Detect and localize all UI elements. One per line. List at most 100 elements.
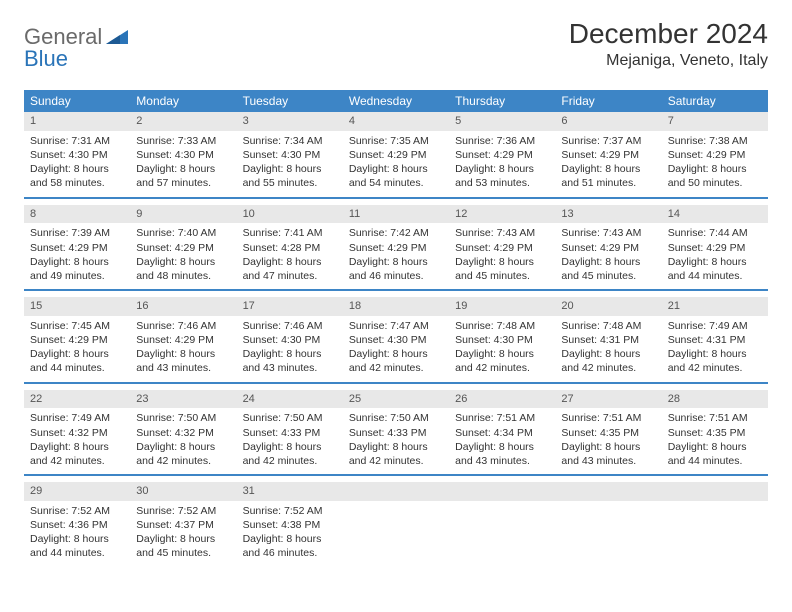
day-number: 30 <box>130 482 236 501</box>
sunrise-text: Sunrise: 7:52 AM <box>243 504 337 518</box>
day-number: 17 <box>237 297 343 316</box>
daylight-text: Daylight: 8 hours and 54 minutes. <box>349 162 443 190</box>
sunset-text: Sunset: 4:29 PM <box>455 148 549 162</box>
day-content: Sunrise: 7:40 AMSunset: 4:29 PMDaylight:… <box>130 223 236 289</box>
day-cell: 20Sunrise: 7:48 AMSunset: 4:31 PMDayligh… <box>555 297 661 382</box>
daylight-text: Daylight: 8 hours and 45 minutes. <box>455 255 549 283</box>
sunset-text: Sunset: 4:30 PM <box>30 148 124 162</box>
daylight-text: Daylight: 8 hours and 42 minutes. <box>455 347 549 375</box>
sunrise-text: Sunrise: 7:50 AM <box>243 411 337 425</box>
sunrise-text: Sunrise: 7:36 AM <box>455 134 549 148</box>
day-content: Sunrise: 7:46 AMSunset: 4:29 PMDaylight:… <box>130 316 236 382</box>
day-content: Sunrise: 7:38 AMSunset: 4:29 PMDaylight:… <box>662 131 768 197</box>
weekday-header-cell: Saturday <box>662 90 768 112</box>
calendar-week: 1Sunrise: 7:31 AMSunset: 4:30 PMDaylight… <box>24 112 768 199</box>
sunset-text: Sunset: 4:38 PM <box>243 518 337 532</box>
sunrise-text: Sunrise: 7:49 AM <box>668 319 762 333</box>
day-content: Sunrise: 7:51 AMSunset: 4:35 PMDaylight:… <box>555 408 661 474</box>
title-block: December 2024 Mejaniga, Veneto, Italy <box>569 18 768 70</box>
calendar-week: 22Sunrise: 7:49 AMSunset: 4:32 PMDayligh… <box>24 390 768 477</box>
day-number: 2 <box>130 112 236 131</box>
sunset-text: Sunset: 4:35 PM <box>561 426 655 440</box>
day-number <box>343 482 449 501</box>
sunset-text: Sunset: 4:29 PM <box>136 241 230 255</box>
sunset-text: Sunset: 4:29 PM <box>136 333 230 347</box>
day-number <box>662 482 768 501</box>
day-number: 18 <box>343 297 449 316</box>
day-cell: 6Sunrise: 7:37 AMSunset: 4:29 PMDaylight… <box>555 112 661 197</box>
day-cell: 28Sunrise: 7:51 AMSunset: 4:35 PMDayligh… <box>662 390 768 475</box>
day-number: 9 <box>130 205 236 224</box>
weekday-header-cell: Wednesday <box>343 90 449 112</box>
day-content: Sunrise: 7:51 AMSunset: 4:34 PMDaylight:… <box>449 408 555 474</box>
daylight-text: Daylight: 8 hours and 42 minutes. <box>349 347 443 375</box>
sunset-text: Sunset: 4:29 PM <box>561 241 655 255</box>
day-cell: 26Sunrise: 7:51 AMSunset: 4:34 PMDayligh… <box>449 390 555 475</box>
weekday-header-cell: Monday <box>130 90 236 112</box>
sunrise-text: Sunrise: 7:51 AM <box>668 411 762 425</box>
sunset-text: Sunset: 4:29 PM <box>30 333 124 347</box>
sunrise-text: Sunrise: 7:51 AM <box>455 411 549 425</box>
sunset-text: Sunset: 4:29 PM <box>30 241 124 255</box>
day-cell: 16Sunrise: 7:46 AMSunset: 4:29 PMDayligh… <box>130 297 236 382</box>
day-number: 7 <box>662 112 768 131</box>
day-cell: 17Sunrise: 7:46 AMSunset: 4:30 PMDayligh… <box>237 297 343 382</box>
day-cell <box>555 482 661 567</box>
daylight-text: Daylight: 8 hours and 46 minutes. <box>243 532 337 560</box>
day-cell: 29Sunrise: 7:52 AMSunset: 4:36 PMDayligh… <box>24 482 130 567</box>
sunrise-text: Sunrise: 7:35 AM <box>349 134 443 148</box>
day-number <box>555 482 661 501</box>
daylight-text: Daylight: 8 hours and 43 minutes. <box>243 347 337 375</box>
sunrise-text: Sunrise: 7:38 AM <box>668 134 762 148</box>
calendar-weeks: 1Sunrise: 7:31 AMSunset: 4:30 PMDaylight… <box>24 112 768 573</box>
daylight-text: Daylight: 8 hours and 47 minutes. <box>243 255 337 283</box>
sunset-text: Sunset: 4:30 PM <box>243 148 337 162</box>
daylight-text: Daylight: 8 hours and 44 minutes. <box>30 532 124 560</box>
day-cell: 24Sunrise: 7:50 AMSunset: 4:33 PMDayligh… <box>237 390 343 475</box>
day-cell: 9Sunrise: 7:40 AMSunset: 4:29 PMDaylight… <box>130 205 236 290</box>
sunrise-text: Sunrise: 7:52 AM <box>30 504 124 518</box>
daylight-text: Daylight: 8 hours and 42 minutes. <box>561 347 655 375</box>
logo-word-2: Blue <box>24 46 68 71</box>
sunset-text: Sunset: 4:29 PM <box>561 148 655 162</box>
month-title: December 2024 <box>569 18 768 50</box>
day-number: 28 <box>662 390 768 409</box>
daylight-text: Daylight: 8 hours and 43 minutes. <box>561 440 655 468</box>
day-number: 27 <box>555 390 661 409</box>
day-cell: 31Sunrise: 7:52 AMSunset: 4:38 PMDayligh… <box>237 482 343 567</box>
day-number: 8 <box>24 205 130 224</box>
sunrise-text: Sunrise: 7:46 AM <box>243 319 337 333</box>
sunrise-text: Sunrise: 7:34 AM <box>243 134 337 148</box>
sunrise-text: Sunrise: 7:42 AM <box>349 226 443 240</box>
sunrise-text: Sunrise: 7:47 AM <box>349 319 443 333</box>
sunrise-text: Sunrise: 7:49 AM <box>30 411 124 425</box>
day-cell: 5Sunrise: 7:36 AMSunset: 4:29 PMDaylight… <box>449 112 555 197</box>
daylight-text: Daylight: 8 hours and 48 minutes. <box>136 255 230 283</box>
day-number: 29 <box>24 482 130 501</box>
day-number: 20 <box>555 297 661 316</box>
sunset-text: Sunset: 4:37 PM <box>136 518 230 532</box>
day-content <box>555 501 661 563</box>
sunset-text: Sunset: 4:29 PM <box>349 241 443 255</box>
sunrise-text: Sunrise: 7:40 AM <box>136 226 230 240</box>
day-content: Sunrise: 7:52 AMSunset: 4:36 PMDaylight:… <box>24 501 130 567</box>
sunset-text: Sunset: 4:32 PM <box>30 426 124 440</box>
sunrise-text: Sunrise: 7:44 AM <box>668 226 762 240</box>
day-content: Sunrise: 7:46 AMSunset: 4:30 PMDaylight:… <box>237 316 343 382</box>
day-cell: 27Sunrise: 7:51 AMSunset: 4:35 PMDayligh… <box>555 390 661 475</box>
daylight-text: Daylight: 8 hours and 57 minutes. <box>136 162 230 190</box>
sunrise-text: Sunrise: 7:31 AM <box>30 134 124 148</box>
day-number: 12 <box>449 205 555 224</box>
day-cell: 13Sunrise: 7:43 AMSunset: 4:29 PMDayligh… <box>555 205 661 290</box>
day-content: Sunrise: 7:41 AMSunset: 4:28 PMDaylight:… <box>237 223 343 289</box>
location-label: Mejaniga, Veneto, Italy <box>569 52 768 70</box>
day-content: Sunrise: 7:52 AMSunset: 4:37 PMDaylight:… <box>130 501 236 567</box>
day-cell <box>449 482 555 567</box>
day-content: Sunrise: 7:50 AMSunset: 4:33 PMDaylight:… <box>343 408 449 474</box>
day-content: Sunrise: 7:48 AMSunset: 4:31 PMDaylight:… <box>555 316 661 382</box>
day-number: 24 <box>237 390 343 409</box>
day-number: 13 <box>555 205 661 224</box>
daylight-text: Daylight: 8 hours and 53 minutes. <box>455 162 549 190</box>
sunset-text: Sunset: 4:30 PM <box>243 333 337 347</box>
daylight-text: Daylight: 8 hours and 58 minutes. <box>30 162 124 190</box>
